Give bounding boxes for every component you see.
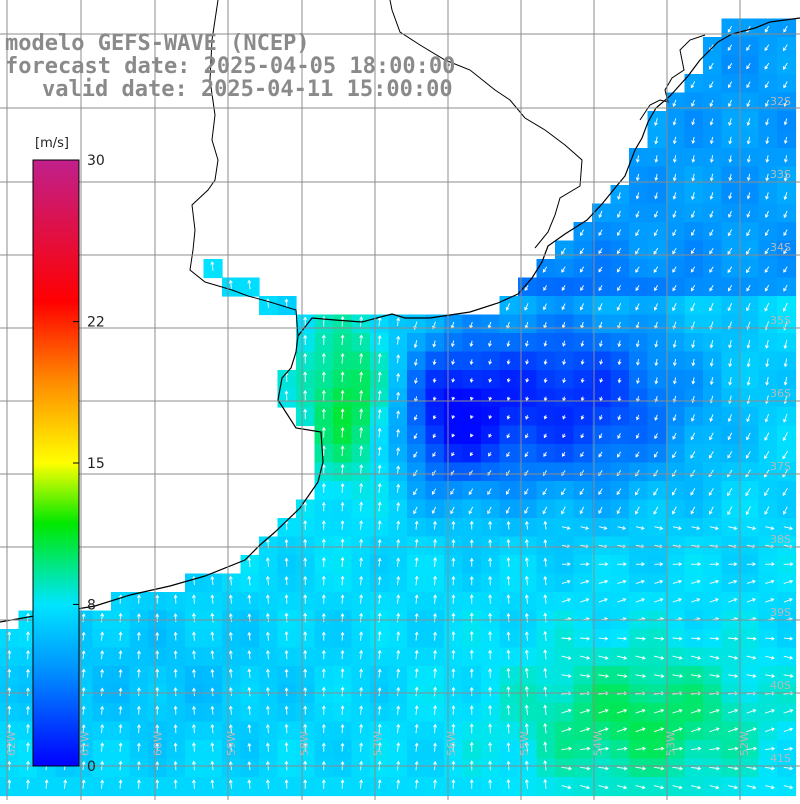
lon-label: 58W bbox=[298, 731, 311, 756]
title-forecast-date: forecast date: 2025-04-05 18:00:00 bbox=[5, 54, 455, 79]
lon-label: 57W bbox=[372, 731, 385, 756]
lat-label: 38S bbox=[770, 533, 791, 546]
lat-label: 37S bbox=[770, 460, 791, 473]
lon-label: 60W bbox=[152, 731, 165, 756]
colorbar-tick-label: 0 bbox=[87, 759, 96, 775]
colorbar-units: [m/s] bbox=[35, 136, 69, 151]
colorbar-gradient bbox=[33, 160, 79, 766]
lon-label: 59W bbox=[225, 731, 238, 756]
lon-label: 52W bbox=[738, 731, 751, 756]
lon-label: 62W bbox=[5, 731, 18, 756]
lon-label: 55W bbox=[518, 731, 531, 756]
lon-label: 56W bbox=[445, 731, 458, 756]
lat-label: 39S bbox=[770, 606, 791, 619]
colorbar-tick-label: 15 bbox=[87, 456, 105, 472]
colorbar-tick-label: 30 bbox=[87, 153, 105, 169]
lat-label: 32S bbox=[770, 95, 791, 108]
lat-label: 33S bbox=[770, 168, 791, 181]
lon-label: 54W bbox=[591, 731, 604, 756]
lon-label: 61W bbox=[78, 731, 91, 756]
lat-label: 40S bbox=[770, 679, 791, 692]
colorbar-tick-label: 8 bbox=[87, 597, 96, 613]
lon-label: 53W bbox=[665, 731, 678, 756]
lat-label: 36S bbox=[770, 387, 791, 400]
lat-label: 35S bbox=[770, 314, 791, 327]
colorbar-tick-label: 22 bbox=[87, 315, 105, 331]
lat-label: 41S bbox=[770, 752, 791, 765]
lat-label: 34S bbox=[770, 241, 791, 254]
title-valid-date: valid date: 2025-04-11 15:00:00 bbox=[42, 77, 453, 102]
title-model: modelo GEFS-WAVE (NCEP) bbox=[5, 31, 310, 56]
